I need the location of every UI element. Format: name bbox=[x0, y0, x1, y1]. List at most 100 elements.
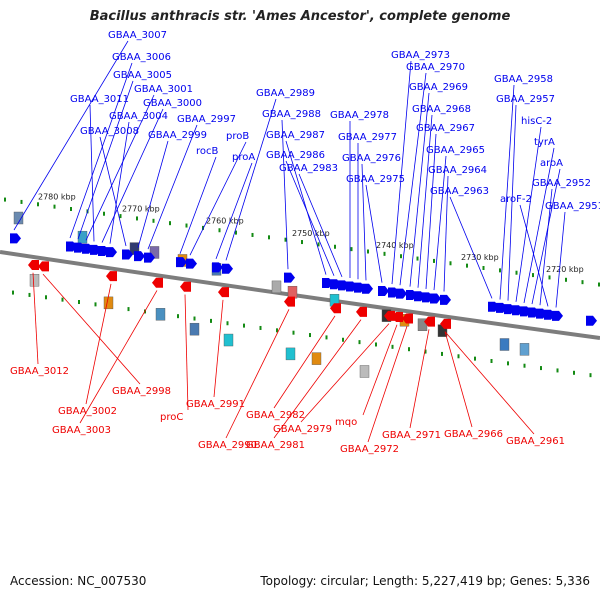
forward-label-leader bbox=[417, 114, 433, 288]
forward-label-leader bbox=[365, 184, 383, 283]
reverse-gene-arrow bbox=[402, 313, 413, 324]
tick-mark bbox=[169, 221, 171, 226]
reverse-gene-label: GBAA_3003 bbox=[52, 425, 111, 436]
reverse-gene-label: mqo bbox=[335, 417, 357, 428]
forward-gene-label: tyrA bbox=[534, 137, 555, 148]
reverse-gene-arrow bbox=[424, 316, 435, 327]
forward-label-leader bbox=[391, 60, 412, 285]
tick-mark bbox=[391, 344, 394, 349]
tick-mark bbox=[309, 333, 311, 338]
map-title: Bacillus anthracis str. 'Ames Ancestor',… bbox=[89, 9, 511, 24]
forward-label-leader bbox=[515, 126, 542, 302]
kbp-label: 2780 kbp bbox=[38, 192, 76, 201]
tick-mark bbox=[45, 295, 47, 300]
reverse-gene-arrow bbox=[28, 260, 39, 271]
forward-label-leader bbox=[298, 173, 343, 278]
tick-mark bbox=[185, 223, 188, 228]
forward-label-leader bbox=[89, 104, 95, 242]
forward-gene-arrow bbox=[122, 249, 133, 260]
forward-gene-arrow bbox=[440, 294, 451, 305]
reverse-label-leader bbox=[362, 324, 398, 416]
forward-gene-label: GBAA_2983 bbox=[279, 163, 338, 174]
genome-backbone bbox=[0, 250, 600, 340]
tick-mark bbox=[367, 249, 369, 254]
reverse-label-leader bbox=[225, 309, 290, 439]
tick-mark bbox=[424, 349, 427, 354]
feature-block bbox=[359, 365, 370, 378]
tick-mark bbox=[375, 342, 377, 347]
kbp-label: 2770 kbp bbox=[122, 204, 160, 213]
forward-gene-arrow bbox=[284, 272, 295, 283]
reverse-genes bbox=[28, 260, 451, 329]
forward-label-leader bbox=[13, 40, 129, 231]
forward-label-leader bbox=[147, 124, 198, 250]
tick-mark bbox=[457, 354, 460, 359]
feature-block bbox=[189, 322, 200, 336]
feature-block bbox=[285, 347, 296, 361]
forward-gene-arrow bbox=[134, 251, 145, 262]
tick-mark bbox=[342, 337, 344, 342]
forward-label-leader bbox=[285, 160, 335, 276]
feature-block bbox=[519, 343, 530, 356]
feature-block bbox=[499, 338, 510, 351]
reverse-gene-arrow bbox=[392, 312, 403, 323]
kbp-label: 2730 kbp bbox=[461, 253, 499, 262]
tick-mark bbox=[235, 230, 237, 235]
reverse-label-leader bbox=[444, 331, 535, 435]
forward-label-leader bbox=[99, 136, 127, 247]
tick-mark bbox=[433, 258, 435, 263]
forward-gene-arrow bbox=[396, 288, 407, 299]
tick-mark bbox=[589, 373, 592, 378]
forward-gene-label: GBAA_3007 bbox=[108, 30, 167, 41]
tick-mark bbox=[61, 297, 64, 302]
tick-mark bbox=[202, 225, 204, 230]
forward-gene-label: GBAA_2958 bbox=[494, 74, 553, 85]
reverse-gene-arrow bbox=[284, 296, 295, 307]
forward-gene-arrow bbox=[186, 258, 197, 269]
forward-gene-arrow bbox=[10, 233, 21, 244]
tick-mark bbox=[119, 214, 122, 219]
forward-gene-label: GBAA_3005 bbox=[113, 70, 172, 81]
forward-gene-arrow bbox=[144, 252, 155, 263]
forward-gene-arrow bbox=[362, 283, 373, 294]
forward-label-leader bbox=[409, 92, 430, 287]
forward-gene-label: GBAA_2989 bbox=[256, 88, 315, 99]
accession-text: Accession: NC_007530 bbox=[10, 574, 147, 588]
forward-gene-label: GBAA_2975 bbox=[346, 174, 405, 185]
reverse-gene-arrow bbox=[384, 310, 395, 321]
reverse-label-leader bbox=[444, 331, 473, 428]
reverse-gene-label: proC bbox=[160, 412, 183, 423]
forward-gene-arrow bbox=[552, 310, 563, 321]
forward-gene-arrow bbox=[176, 257, 187, 268]
forward-gene-label: GBAA_3011 bbox=[70, 94, 129, 105]
feature-block bbox=[223, 333, 234, 347]
reverse-gene-label: GBAA_2990 bbox=[198, 440, 257, 451]
forward-label-leader bbox=[499, 84, 515, 300]
reverse-label-leader bbox=[213, 299, 224, 398]
forward-gene-label: GBAA_2963 bbox=[430, 186, 489, 197]
forward-gene-label: aroA bbox=[540, 158, 563, 169]
tick-mark bbox=[532, 273, 534, 278]
reverse-label-leader bbox=[184, 294, 189, 411]
forward-gene-label: GBAA_3008 bbox=[80, 126, 139, 137]
feature-glyphs bbox=[13, 211, 530, 378]
tick-mark bbox=[490, 358, 493, 363]
forward-gene-label: GBAA_3006 bbox=[112, 52, 171, 63]
reverse-gene-labels: GBAA_3012 GBAA_2998 GBAA_3002 GBAA_3003 proC… bbox=[10, 272, 565, 455]
tick-mark bbox=[350, 247, 353, 252]
tick-mark bbox=[78, 300, 80, 305]
reverse-label-leader bbox=[42, 273, 141, 385]
reverse-label-leader bbox=[273, 315, 336, 409]
tick-mark bbox=[548, 275, 551, 280]
reverse-gene-arrow bbox=[106, 271, 117, 282]
tick-mark bbox=[127, 307, 130, 312]
forward-label-leader bbox=[399, 72, 427, 286]
reverse-gene-label: GBAA_2961 bbox=[506, 436, 565, 447]
reverse-gene-label: GBAA_2972 bbox=[340, 444, 399, 455]
tick-mark bbox=[523, 363, 526, 368]
tick-mark bbox=[358, 340, 361, 345]
forward-gene-label: GBAA_2976 bbox=[342, 153, 401, 164]
outer-ticks bbox=[4, 197, 600, 287]
feature-block bbox=[103, 296, 114, 310]
